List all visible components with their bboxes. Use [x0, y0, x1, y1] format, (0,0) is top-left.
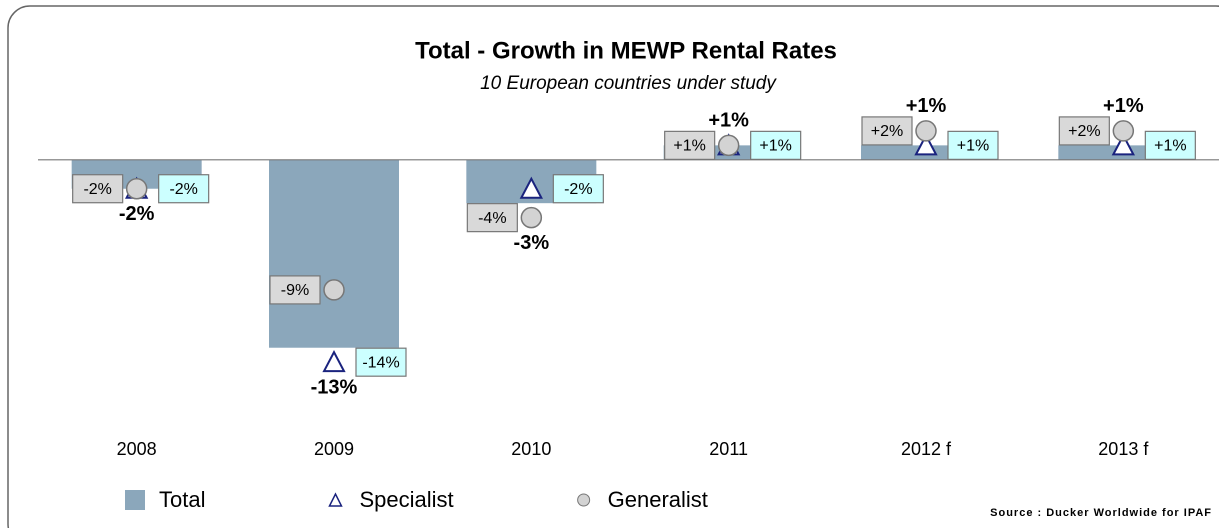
label-box [861, 116, 913, 146]
total-label: +1% [1103, 95, 1144, 117]
chart-title: Total - Growth in MEWP Rental Rates [415, 37, 837, 64]
frame [7, 5, 1219, 528]
data-label: -14% [362, 354, 399, 371]
x-tick-label: 2011 [709, 439, 748, 459]
data-label: +1% [957, 138, 989, 155]
total-label: +1% [906, 95, 947, 117]
x-tick-label: 2009 [314, 439, 354, 459]
specialist-marker [519, 176, 543, 199]
data-label: -4% [478, 210, 506, 227]
label-box [947, 130, 999, 160]
label-box [750, 130, 802, 160]
total-label: -13% [311, 376, 358, 398]
specialist-marker [1111, 133, 1135, 156]
legend-label: Generalist [608, 487, 708, 512]
data-label: +2% [1068, 123, 1100, 140]
data-label: -2% [564, 181, 592, 198]
generalist-marker [323, 279, 345, 301]
label-box [466, 203, 518, 233]
bar [269, 159, 399, 348]
data-label: +1% [1154, 138, 1186, 155]
legend-swatch [125, 490, 145, 510]
specialist-marker [914, 133, 938, 156]
data-label: -2% [169, 181, 197, 198]
data-label: -9% [281, 282, 309, 299]
label-box [355, 347, 407, 377]
label-box [269, 275, 321, 305]
legend-label: Total [159, 487, 205, 512]
generalist-marker [125, 177, 148, 200]
label-box [552, 174, 604, 204]
x-tick-label: 2013 f [1098, 439, 1149, 459]
total-label: -3% [514, 232, 550, 254]
label-box [158, 174, 210, 204]
label-box [1058, 116, 1110, 146]
chart-subtitle: 10 European countries under study [480, 73, 777, 94]
specialist-marker [322, 350, 346, 373]
generalist-marker [1112, 120, 1135, 142]
data-label: +1% [759, 138, 791, 155]
generalist-marker [717, 134, 740, 157]
legend-swatch [328, 492, 343, 507]
total-label: -2% [119, 203, 155, 225]
legend-label: Specialist [359, 487, 453, 512]
data-label: -2% [83, 181, 111, 198]
total-label: +1% [708, 110, 749, 132]
x-tick-label: 2008 [117, 439, 157, 459]
label-box [72, 174, 124, 204]
data-label: +1% [673, 138, 705, 155]
generalist-marker [915, 120, 937, 142]
legend-swatch [577, 493, 591, 507]
source-note: Source : Ducker Worldwide for IPAF [990, 507, 1212, 519]
x-tick-label: 2010 [511, 439, 551, 459]
x-tick-label: 2012 f [901, 439, 952, 459]
generalist-marker [520, 206, 543, 229]
label-box [1144, 130, 1196, 160]
data-label: +2% [871, 123, 903, 140]
label-box [664, 130, 716, 160]
